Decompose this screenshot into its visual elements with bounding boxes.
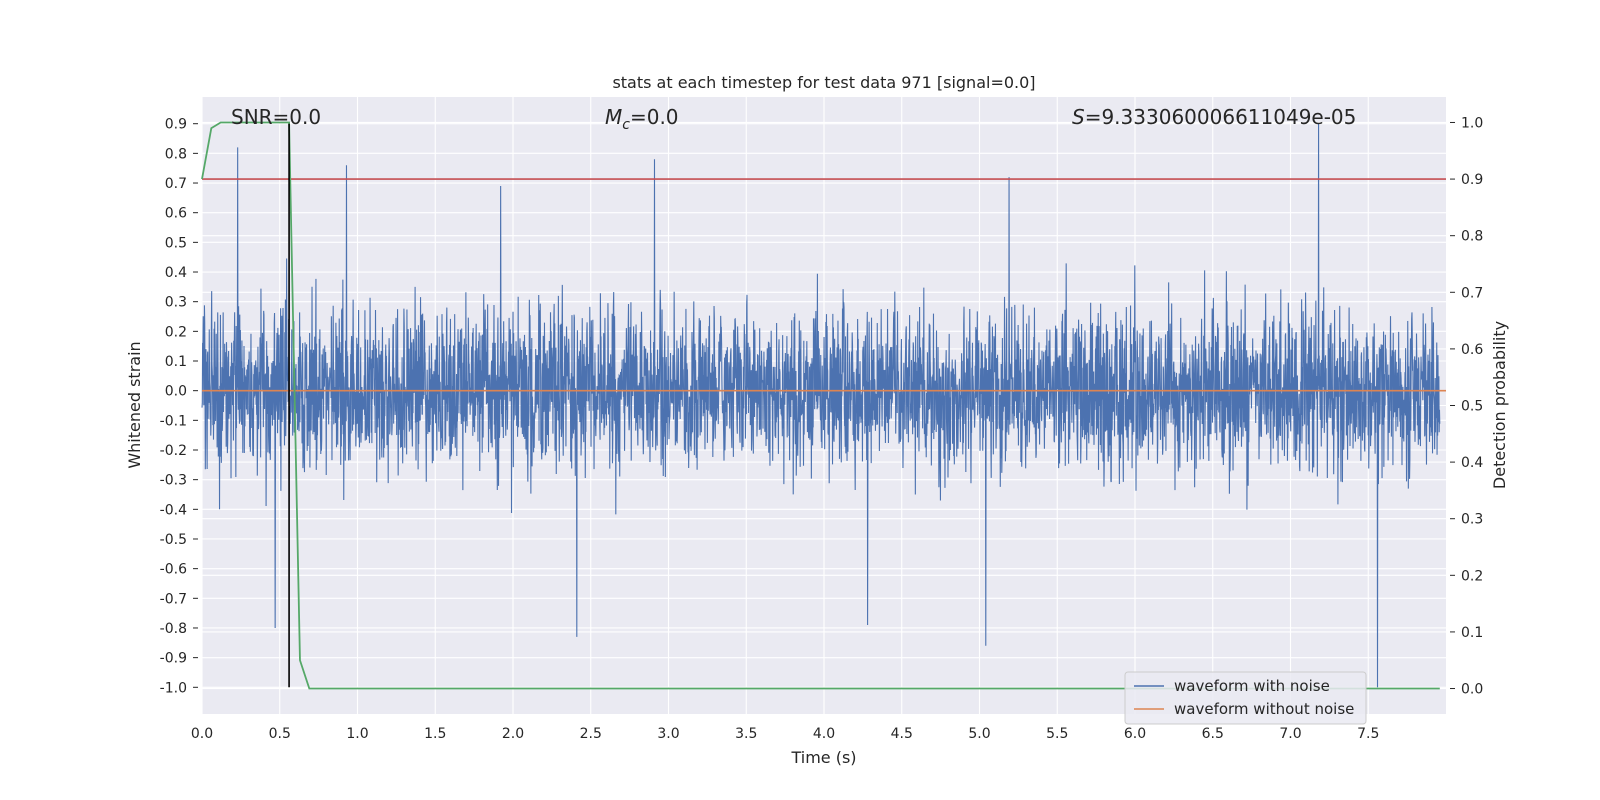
y-left-tick-label: -0.6: [160, 562, 187, 578]
x-tick-label: 4.0: [813, 726, 835, 742]
y-left-tick-label: 0.3: [165, 295, 187, 311]
y-left-tick-label: 0.6: [165, 206, 187, 222]
y-left-tick-label: -0.3: [160, 473, 187, 489]
y-left-tick-label: 0.7: [165, 176, 187, 192]
chirp-mass-symbol: M: [605, 105, 622, 129]
legend-label-noise: waveform with noise: [1174, 677, 1330, 695]
x-tick-label: 6.5: [1202, 726, 1224, 742]
y-left-tick-label: -1.0: [160, 680, 187, 696]
x-tick-label: 2.0: [502, 726, 524, 742]
s-value: =9.333060006611049e-05: [1085, 105, 1357, 129]
x-tick-label: 3.0: [657, 726, 679, 742]
y-right-tick-label: 0.0: [1461, 682, 1483, 698]
x-tick-label: 5.0: [968, 726, 990, 742]
y-left-tick-label: 0.8: [165, 146, 187, 162]
chirp-mass-value: =0.0: [630, 105, 679, 129]
y-right-tick-label: 0.2: [1461, 568, 1483, 584]
x-tick-label: 6.0: [1124, 726, 1146, 742]
y-left-tick-label: 0.9: [165, 117, 187, 133]
y-axis-label-left: Whitened strain: [125, 341, 144, 468]
y-axis-label-right: Detection probability: [1490, 321, 1509, 489]
y-left-tick-label: 0.0: [165, 384, 187, 400]
chirp-mass-subscript: c: [622, 117, 630, 133]
legend: waveform with noise waveform without noi…: [1124, 671, 1367, 725]
y-right-tick-label: 0.5: [1461, 399, 1483, 415]
s-symbol: S: [1072, 105, 1085, 129]
y-left-tick-label: -0.7: [160, 591, 187, 607]
x-axis-label: Time (s): [790, 748, 856, 767]
x-tick-label: 7.5: [1357, 726, 1379, 742]
y-left-tick-label: 0.2: [165, 324, 187, 340]
chart-title: stats at each timestep for test data 971…: [612, 73, 1035, 92]
x-tick-label: 3.5: [735, 726, 757, 742]
y-right-tick-label: 0.7: [1461, 285, 1483, 301]
x-tick-label: 1.5: [424, 726, 446, 742]
y-left-tick-label: 0.4: [165, 265, 187, 281]
s-annotation: S=9.333060006611049e-05: [1072, 105, 1356, 129]
x-tick-label: 0.5: [269, 726, 291, 742]
y-left-tick-label: -0.4: [160, 502, 187, 518]
series-detection-probability: [201, 121, 1440, 690]
legend-label-clean: waveform without noise: [1174, 700, 1354, 718]
tick-labels: 0.0 0.5 1.0 1.5 2.0 2.5 3.0 3.5 4.0 4.5 5.0 5.5 6.0 6…: [160, 115, 1484, 742]
y-left-tick-label: -0.5: [160, 532, 187, 548]
x-tick-label: 1.0: [346, 726, 368, 742]
y-right-tick-label: 0.8: [1461, 229, 1483, 245]
y-left-tick-label: 0.1: [165, 354, 187, 370]
y-right-tick-label: 0.4: [1461, 455, 1483, 471]
x-tick-label: 0.0: [191, 726, 213, 742]
x-tick-label: 2.5: [580, 726, 602, 742]
y-right-tick-label: 1.0: [1461, 115, 1483, 131]
chirp-mass-annotation: Mc=0.0: [605, 105, 679, 133]
y-right-tick-label: 0.3: [1461, 512, 1483, 528]
x-tick-label: 5.5: [1046, 726, 1068, 742]
y-left-tick-label: -0.9: [160, 651, 187, 667]
legend-box: [1124, 671, 1367, 725]
y-left-tick-label: -0.8: [160, 621, 187, 637]
y-right-tick-label: 0.9: [1461, 172, 1483, 188]
y-right-tick-label: 0.6: [1461, 342, 1483, 358]
series-waveform-with-noise: [201, 123, 1441, 688]
snr-annotation: SNR=0.0: [231, 105, 321, 129]
y-right-tick-label: 0.1: [1461, 625, 1483, 641]
y-left-tick-label: -0.2: [160, 443, 187, 459]
x-tick-label: 7.0: [1279, 726, 1301, 742]
y-left-tick-label: -0.1: [160, 413, 187, 429]
x-tick-label: 4.5: [891, 726, 913, 742]
data-layer: [201, 121, 1446, 690]
y-left-tick-label: 0.5: [165, 235, 187, 251]
